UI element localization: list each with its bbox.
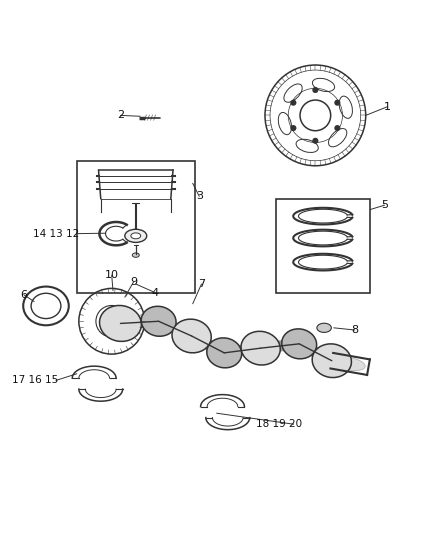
Ellipse shape bbox=[339, 96, 353, 118]
Ellipse shape bbox=[207, 338, 242, 368]
Circle shape bbox=[312, 138, 318, 144]
Ellipse shape bbox=[312, 344, 351, 377]
Text: 1: 1 bbox=[384, 102, 391, 111]
Text: 4: 4 bbox=[152, 288, 159, 298]
Text: 7: 7 bbox=[198, 279, 205, 289]
Bar bbox=[77, 161, 195, 293]
Ellipse shape bbox=[141, 306, 176, 336]
Ellipse shape bbox=[132, 253, 139, 257]
Text: 5: 5 bbox=[381, 200, 388, 210]
Ellipse shape bbox=[278, 112, 292, 135]
Text: 14 13 12: 14 13 12 bbox=[33, 229, 79, 239]
Ellipse shape bbox=[317, 323, 331, 333]
Ellipse shape bbox=[241, 332, 280, 365]
Text: 9: 9 bbox=[130, 277, 137, 287]
Circle shape bbox=[334, 125, 340, 131]
Ellipse shape bbox=[31, 293, 61, 319]
Circle shape bbox=[334, 100, 340, 106]
Ellipse shape bbox=[312, 78, 335, 92]
Circle shape bbox=[312, 87, 318, 93]
Text: 6: 6 bbox=[21, 290, 28, 300]
Ellipse shape bbox=[172, 319, 211, 353]
Circle shape bbox=[290, 125, 297, 131]
Bar bbox=[276, 199, 370, 293]
Text: 18 19 20: 18 19 20 bbox=[256, 419, 302, 429]
Ellipse shape bbox=[125, 229, 147, 243]
Text: 3: 3 bbox=[196, 191, 203, 201]
Ellipse shape bbox=[282, 329, 317, 359]
Circle shape bbox=[290, 100, 297, 106]
Text: 10: 10 bbox=[105, 270, 119, 280]
Ellipse shape bbox=[131, 233, 141, 239]
Text: 8: 8 bbox=[351, 325, 358, 335]
Ellipse shape bbox=[335, 357, 365, 370]
Ellipse shape bbox=[284, 84, 302, 102]
Ellipse shape bbox=[99, 305, 141, 342]
Ellipse shape bbox=[296, 139, 318, 152]
Text: 2: 2 bbox=[117, 110, 124, 120]
Ellipse shape bbox=[328, 128, 347, 147]
Text: 17 16 15: 17 16 15 bbox=[12, 375, 59, 385]
